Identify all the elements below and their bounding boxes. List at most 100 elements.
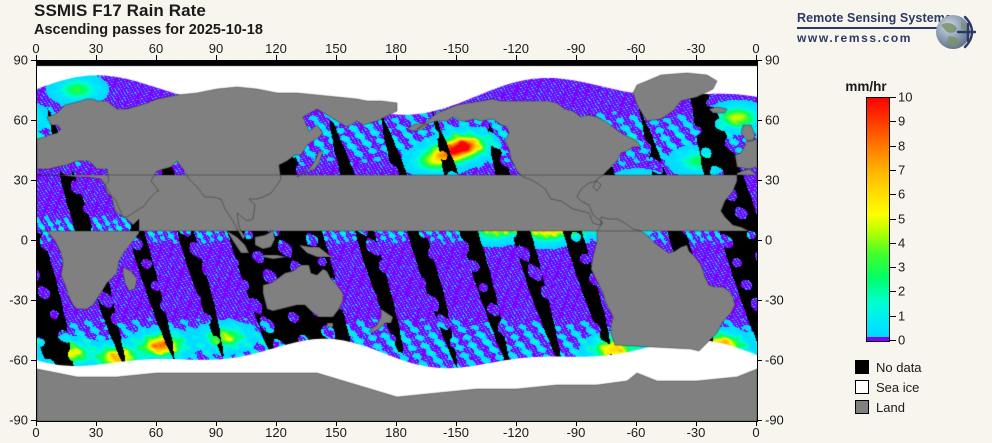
colorbar-tick-mark bbox=[889, 218, 896, 220]
legend-item: Land bbox=[855, 398, 922, 416]
logo-divider bbox=[797, 27, 945, 29]
colorbar-unit-label: mm/hr bbox=[845, 79, 887, 94]
colorbar-tick-label: 9 bbox=[898, 113, 906, 129]
colorbar-tick-label: 10 bbox=[898, 89, 913, 105]
lat-tick-label: 60 bbox=[13, 112, 28, 128]
lon-tick-label: -120 bbox=[502, 425, 530, 440]
lon-tick-label: -30 bbox=[686, 41, 706, 56]
lon-tick-mark bbox=[336, 421, 337, 426]
lon-tick-mark bbox=[756, 421, 757, 426]
lat-tick-mark bbox=[757, 120, 762, 121]
lon-tick-label: -120 bbox=[502, 41, 530, 56]
lat-tick-mark bbox=[31, 60, 36, 61]
lat-tick-mark bbox=[757, 60, 762, 61]
lat-tick-mark bbox=[757, 360, 762, 361]
legend-item: No data bbox=[855, 358, 922, 376]
lon-tick-mark bbox=[96, 421, 97, 426]
colorbar-tick-label: 0 bbox=[898, 332, 906, 348]
lon-tick-mark bbox=[276, 55, 277, 60]
lon-tick-mark bbox=[216, 421, 217, 426]
lon-tick-mark bbox=[216, 55, 217, 60]
colorbar-tick-label: 3 bbox=[898, 259, 906, 275]
lon-tick-mark bbox=[156, 421, 157, 426]
lat-tick-label: -30 bbox=[9, 292, 28, 308]
lon-tick-mark bbox=[336, 55, 337, 60]
colorbar-tick-label: 1 bbox=[898, 308, 906, 324]
lon-tick-label: 90 bbox=[208, 425, 224, 440]
lon-tick-label: 0 bbox=[32, 425, 40, 440]
colorbar-tick-mark bbox=[889, 291, 896, 293]
colorbar-tick-label: 2 bbox=[898, 283, 906, 299]
lon-tick-mark bbox=[576, 55, 577, 60]
colorbar-tick-mark bbox=[889, 169, 896, 171]
globe-icon bbox=[936, 15, 976, 49]
page-title: SSMIS F17 Rain Rate bbox=[34, 1, 206, 20]
lat-tick-label: 30 bbox=[765, 172, 780, 188]
lon-tick-label: -30 bbox=[686, 425, 706, 440]
lon-tick-label: -150 bbox=[442, 425, 470, 440]
lat-tick-mark bbox=[757, 420, 762, 421]
colorbar-gradient bbox=[866, 97, 890, 342]
legend-swatch bbox=[855, 380, 869, 394]
lat-tick-label: 90 bbox=[765, 52, 780, 68]
lon-tick-mark bbox=[636, 55, 637, 60]
remss-logo[interactable]: Remote Sensing Systems www.remss.com bbox=[797, 11, 982, 57]
lon-tick-label: 60 bbox=[148, 425, 164, 440]
lon-tick-label: 120 bbox=[265, 425, 287, 440]
lat-tick-label: -60 bbox=[9, 352, 28, 368]
lon-tick-label: 30 bbox=[88, 425, 104, 440]
lon-tick-mark bbox=[96, 55, 97, 60]
lon-tick-label: 180 bbox=[385, 425, 407, 440]
lat-tick-label: -90 bbox=[9, 412, 28, 428]
lat-tick-mark bbox=[31, 120, 36, 121]
lon-tick-mark bbox=[36, 421, 37, 426]
lon-tick-label: 0 bbox=[752, 41, 760, 56]
lat-tick-mark bbox=[31, 180, 36, 181]
legend-item: Sea ice bbox=[855, 378, 922, 396]
colorbar-tick-mark bbox=[889, 242, 896, 244]
lon-tick-mark bbox=[156, 55, 157, 60]
legend-swatch bbox=[855, 360, 869, 374]
legend-label: No data bbox=[876, 359, 922, 375]
lon-tick-mark bbox=[276, 421, 277, 426]
lon-tick-label: -90 bbox=[566, 425, 586, 440]
lat-tick-label: 30 bbox=[13, 172, 28, 188]
lon-tick-mark bbox=[576, 421, 577, 426]
legend-swatch bbox=[855, 400, 869, 414]
lon-tick-label: -60 bbox=[626, 425, 646, 440]
colorbar-tick-label: 4 bbox=[898, 235, 906, 251]
lon-tick-label: -150 bbox=[442, 41, 470, 56]
lat-tick-mark bbox=[757, 300, 762, 301]
lon-tick-mark bbox=[396, 421, 397, 426]
lon-tick-label: 0 bbox=[752, 425, 760, 440]
lat-tick-mark bbox=[31, 300, 36, 301]
lat-tick-mark bbox=[757, 180, 762, 181]
lat-tick-label: 0 bbox=[20, 232, 28, 248]
lon-tick-mark bbox=[456, 55, 457, 60]
lon-tick-mark bbox=[36, 55, 37, 60]
lon-tick-mark bbox=[696, 421, 697, 426]
lon-tick-mark bbox=[636, 421, 637, 426]
lat-tick-label: -30 bbox=[765, 292, 784, 308]
lat-tick-mark bbox=[757, 240, 762, 241]
lon-tick-label: 30 bbox=[88, 41, 104, 56]
lat-tick-mark bbox=[31, 360, 36, 361]
category-legend: No data Sea ice Land bbox=[855, 358, 922, 418]
legend-label: Land bbox=[876, 399, 905, 415]
lon-tick-label: -90 bbox=[566, 41, 586, 56]
rain-rate-map[interactable] bbox=[36, 60, 758, 422]
chart-title-block: SSMIS F17 Rain Rate Ascending passes for… bbox=[34, 1, 263, 40]
lon-tick-mark bbox=[456, 421, 457, 426]
colorbar-tick-label: 8 bbox=[898, 138, 906, 154]
map-raster bbox=[37, 61, 757, 421]
lat-tick-label: -90 bbox=[765, 412, 784, 428]
lon-tick-label: -60 bbox=[626, 41, 646, 56]
lon-tick-mark bbox=[756, 55, 757, 60]
colorbar-tick-mark bbox=[889, 121, 896, 123]
colorbar-tick-mark bbox=[889, 194, 896, 196]
page-subtitle: Ascending passes for 2025-10-18 bbox=[34, 22, 263, 38]
legend-label: Sea ice bbox=[876, 379, 920, 395]
lat-tick-label: 0 bbox=[765, 232, 773, 248]
lat-tick-mark bbox=[31, 240, 36, 241]
colorbar-tick-label: 6 bbox=[898, 186, 906, 202]
